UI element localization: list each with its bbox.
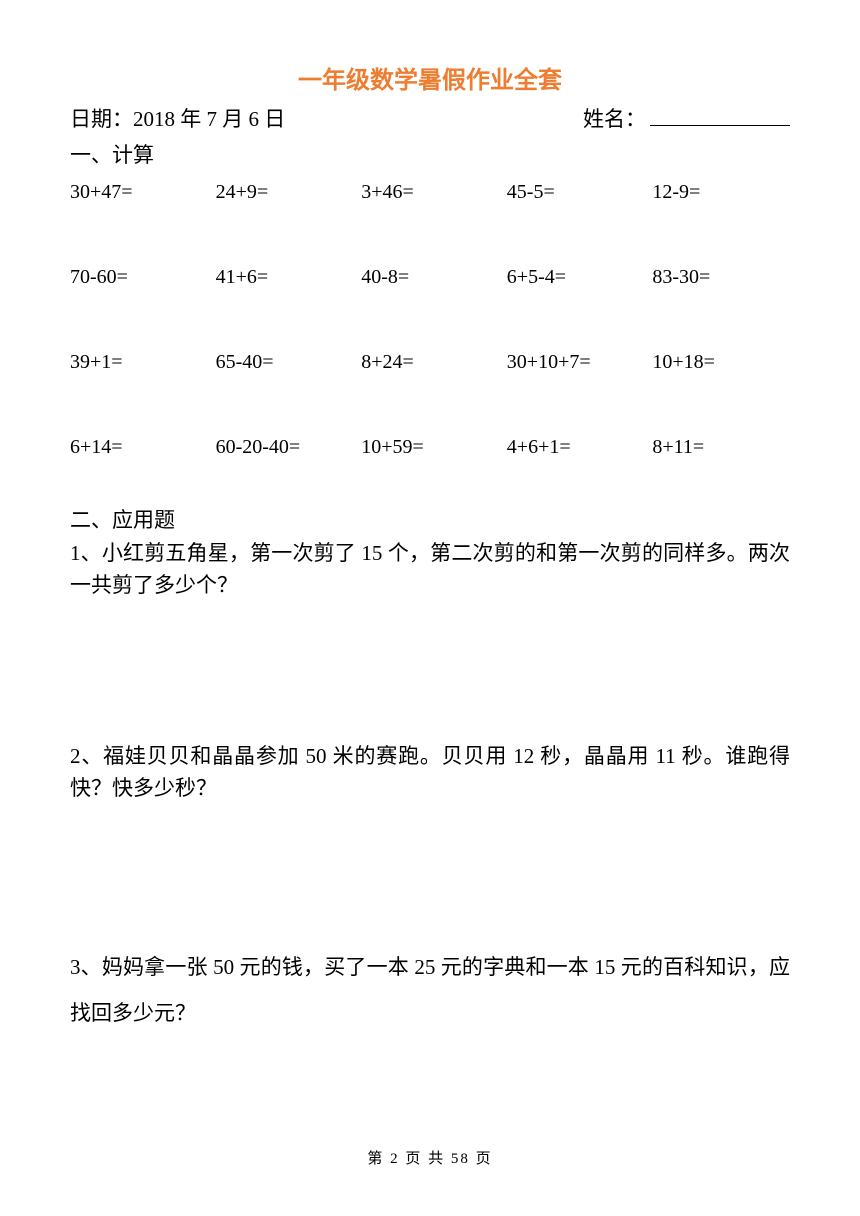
calc-cell: 24+9= [216, 181, 354, 204]
calc-cell: 41+6= [216, 266, 354, 289]
date-value: 2018 年 7 月 6 日 [133, 107, 285, 131]
date-field: 日期：2018 年 7 月 6 日 [70, 103, 285, 133]
page-title: 一年级数学暑假作业全套 [70, 60, 790, 95]
calc-cell: 4+6+1= [507, 436, 645, 459]
calc-cell: 60-20-40= [216, 436, 354, 459]
calc-cell: 8+11= [652, 436, 790, 459]
calc-cell: 45-5= [507, 181, 645, 204]
calc-cell: 40-8= [361, 266, 499, 289]
calculation-grid: 30+47= 24+9= 3+46= 45-5= 12-9= 70-60= 41… [70, 181, 790, 459]
name-blank-line [650, 125, 790, 126]
word-problem-3: 3、妈妈拿一张 50 元的钱，买了一本 25 元的字典和一本 15 元的百科知识… [70, 944, 790, 1036]
calc-cell: 65-40= [216, 351, 354, 374]
calc-cell: 10+18= [652, 351, 790, 374]
page-footer: 第 2 页 共 58 页 [0, 1147, 860, 1168]
calc-cell: 12-9= [652, 181, 790, 204]
section2-heading: 二、应用题 [70, 504, 790, 534]
section1-heading: 一、计算 [70, 139, 790, 169]
calc-cell: 70-60= [70, 266, 208, 289]
date-label: 日期： [70, 107, 133, 131]
word-problem-1: 1、小红剪五角星，第一次剪了 15 个，第二次剪的和第一次剪的同样多。两次一共剪… [70, 538, 790, 601]
calc-cell: 10+59= [361, 436, 499, 459]
header-row: 日期：2018 年 7 月 6 日 姓名： [70, 103, 790, 133]
calc-cell: 6+5-4= [507, 266, 645, 289]
calc-cell: 6+14= [70, 436, 208, 459]
calc-cell: 3+46= [361, 181, 499, 204]
calc-cell: 8+24= [361, 351, 499, 374]
calc-cell: 30+10+7= [507, 351, 645, 374]
name-field: 姓名： [583, 103, 790, 133]
name-label: 姓名： [583, 103, 646, 133]
word-problem-2: 2、福娃贝贝和晶晶参加 50 米的赛跑。贝贝用 12 秒，晶晶用 11 秒。谁跑… [70, 741, 790, 804]
calc-cell: 39+1= [70, 351, 208, 374]
calc-cell: 30+47= [70, 181, 208, 204]
calc-cell: 83-30= [652, 266, 790, 289]
